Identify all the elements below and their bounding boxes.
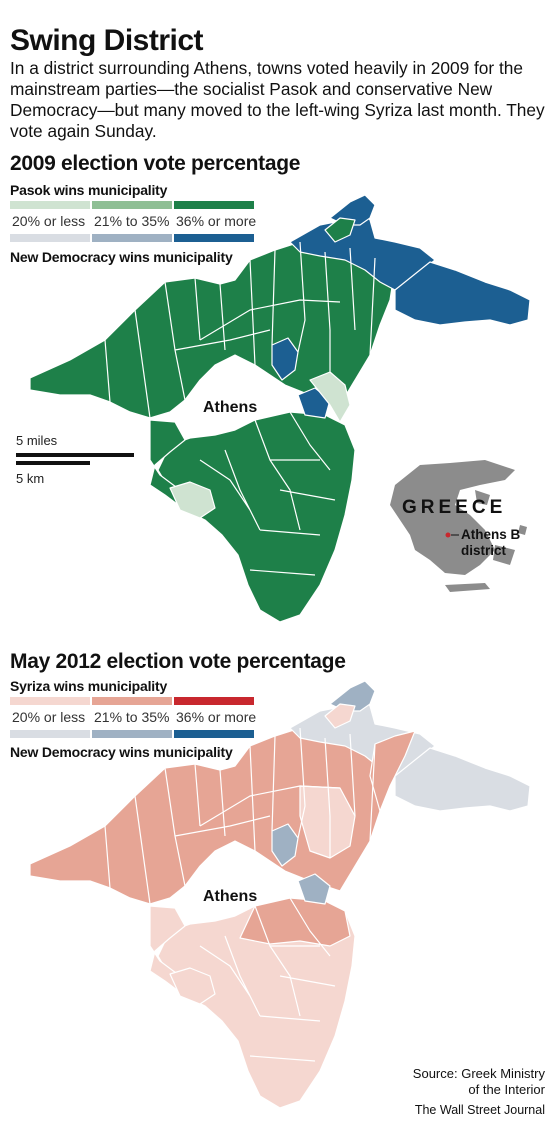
athens-b-label-line2: district <box>461 543 507 558</box>
swatch2-nd-mid <box>92 730 172 738</box>
region2-east-pink <box>369 730 416 812</box>
swatch-nd-high <box>174 234 254 242</box>
legend2-nd-label: New Democracy wins municipality <box>10 744 233 760</box>
region-north-green <box>324 217 356 243</box>
map-2012 <box>0 676 555 1116</box>
greece-inset-map <box>375 455 545 595</box>
region2-inner-blue-1 <box>271 823 299 867</box>
swatch2-nd-high <box>174 730 254 738</box>
legend-nd-label: New Democracy wins municipality <box>10 249 233 265</box>
athens-label-2009: Athens <box>203 399 258 416</box>
intro-text: In a district surrounding Athens, towns … <box>10 58 545 141</box>
region-inner-blue-1 <box>271 337 299 381</box>
legend2-bin-low: 20% or less <box>12 709 86 725</box>
scale-bar-miles <box>16 453 134 457</box>
athens-label-2012: Athens <box>203 888 258 905</box>
credit: The Wall Street Journal <box>414 1103 545 1117</box>
swatch-pasok-low <box>10 201 90 209</box>
scale-miles-label: 5 miles <box>16 433 58 448</box>
swatch-syriza-mid <box>92 697 172 705</box>
source-line-2: of the Interior <box>468 1082 545 1097</box>
legend2-bin-mid: 21% to 35% <box>94 709 170 725</box>
athens-b-label-line1: Athens B <box>461 527 521 542</box>
greece-label: GREECE <box>402 497 507 518</box>
legend-pasok-label: Pasok wins municipality <box>10 182 168 198</box>
legend-bin-mid: 21% to 35% <box>94 213 170 229</box>
heading-2012: May 2012 election vote percentage <box>10 650 346 673</box>
region2-north-pink <box>324 703 356 729</box>
swatch-pasok-mid <box>92 201 172 209</box>
swatch-syriza-low <box>10 697 90 705</box>
source-note: Source: Greek Ministry of the Interior <box>413 1066 545 1098</box>
swatch-nd-mid <box>92 234 172 242</box>
swatch-pasok-high <box>174 201 254 209</box>
region-light-green-2 <box>169 481 216 519</box>
legend-bin-high: 36% or more <box>176 213 257 229</box>
map-2009 <box>0 190 555 630</box>
legend-bin-low: 20% or less <box>12 213 86 229</box>
scale-km-label: 5 km <box>16 471 45 486</box>
legend2-bin-high: 36% or more <box>176 709 257 725</box>
page-title: Swing District <box>10 24 204 57</box>
heading-2009: 2009 election vote percentage <box>10 152 301 175</box>
region-west-band <box>29 241 396 419</box>
scale-bar-km <box>16 461 90 465</box>
region2-inner-blue-2 <box>297 873 331 905</box>
athens-b-label: Athens B district <box>461 527 520 559</box>
region-east-blue <box>394 261 531 326</box>
region2-east <box>394 747 531 812</box>
swatch-nd-low <box>10 234 90 242</box>
region2-light-2 <box>169 967 216 1005</box>
source-line-1: Source: Greek Ministry <box>412 1066 545 1081</box>
swatch-syriza-high <box>174 697 254 705</box>
swatch2-nd-low <box>10 730 90 738</box>
region-south-lobe <box>157 411 356 623</box>
region2-west-band <box>29 727 396 905</box>
legend-syriza-label: Syriza wins municipality <box>10 678 168 694</box>
